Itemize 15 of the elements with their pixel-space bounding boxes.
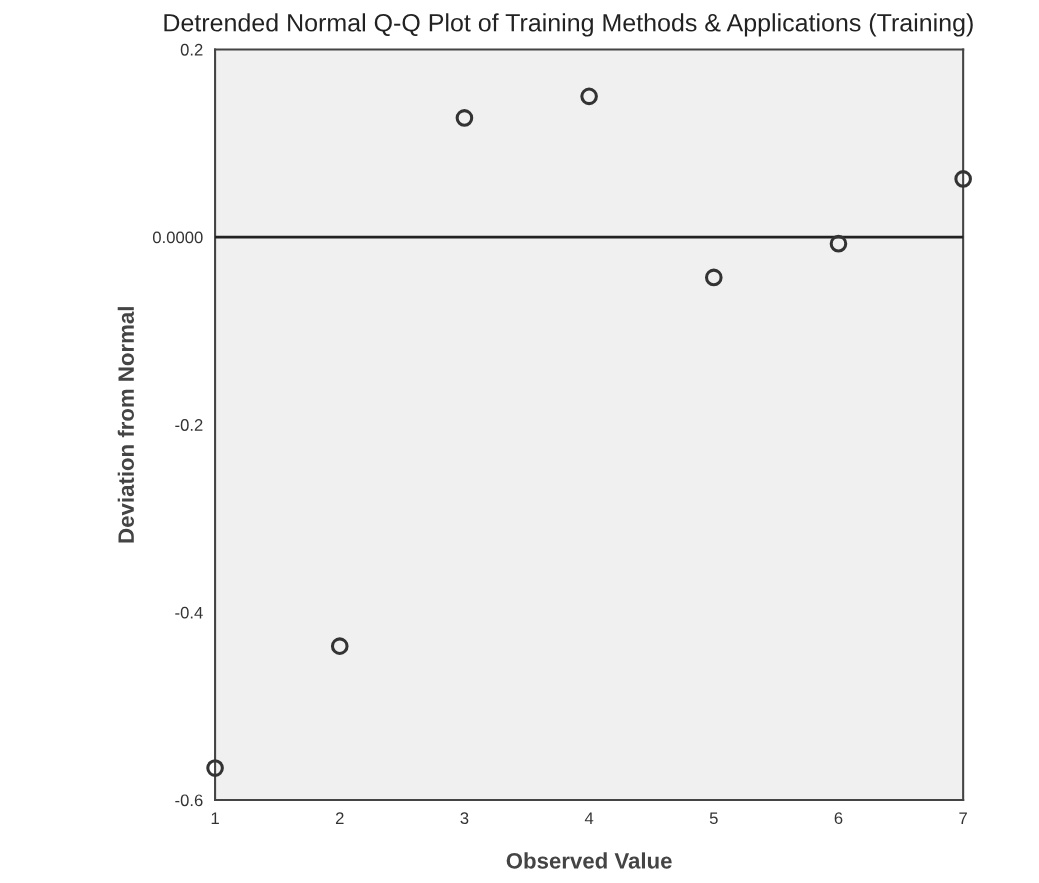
y-tick-label: -0.6 xyxy=(175,794,203,807)
y-axis-title: Deviation from Normal xyxy=(117,307,135,543)
x-tick-label: 5 xyxy=(709,812,718,825)
y-tick-label: 0.2 xyxy=(180,43,203,56)
x-axis-title: Observed Value xyxy=(506,852,672,869)
y-tick-label: -0.2 xyxy=(175,419,203,431)
x-tick-label: 1 xyxy=(211,812,219,824)
x-tick-label: 7 xyxy=(959,812,967,824)
x-tick-label: 4 xyxy=(584,812,594,824)
y-tick-label: -0.4 xyxy=(175,606,203,619)
x-tick-label: 3 xyxy=(460,812,469,825)
x-tick-label: 6 xyxy=(834,812,843,825)
x-tick-label: 2 xyxy=(335,812,344,824)
y-tick-label: 0.0000 xyxy=(152,231,203,244)
chart-title: Detrended Normal Q-Q Plot of Training Methods & Applications (Training) xyxy=(164,13,973,37)
